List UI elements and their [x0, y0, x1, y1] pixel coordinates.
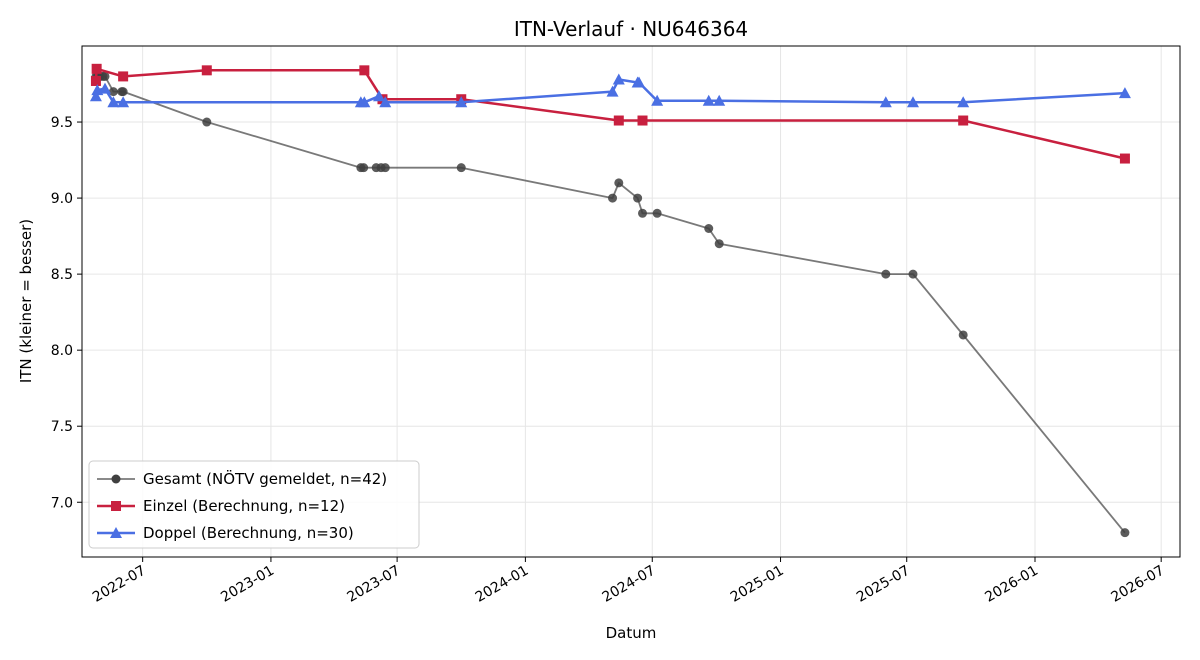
data-point: [613, 115, 624, 126]
data-point: [379, 96, 392, 108]
data-point: [652, 208, 662, 218]
data-point: [908, 269, 918, 279]
legend-box: [88, 460, 420, 549]
data-point: [456, 163, 466, 173]
data-point: [637, 115, 648, 126]
data-point: [714, 239, 724, 249]
data-point: [713, 94, 726, 106]
data-point: [201, 65, 212, 76]
data-point: [608, 193, 618, 203]
grid: [82, 46, 1180, 557]
data-point: [358, 96, 371, 108]
data-point: [612, 73, 625, 85]
data-point: [359, 65, 370, 76]
data-point: [117, 96, 130, 108]
data-point: [90, 75, 101, 86]
y-tick-label: 8.5: [51, 267, 73, 283]
y-axis: 7.0 7.5 8.0 8.5 9.0 9.5: [51, 115, 82, 511]
data-point: [118, 71, 129, 82]
data-point: [704, 224, 714, 233]
x-axis-title: Datum: [606, 624, 657, 642]
data-point: [118, 87, 128, 97]
legend-marker: [111, 474, 121, 484]
data-point: [107, 96, 120, 108]
y-tick-label: 8.0: [51, 343, 73, 359]
plot-frame: [81, 45, 1181, 558]
data-point: [879, 96, 892, 108]
legend-label: Doppel (Berechnung, n=30): [143, 524, 354, 542]
y-axis-title: ITN (kleiner = besser): [17, 219, 35, 383]
legend-marker: [110, 527, 122, 538]
y-tick-label: 9.5: [51, 115, 73, 131]
data-point: [881, 269, 891, 279]
data-point: [372, 90, 385, 102]
data-point: [957, 96, 970, 108]
data-point: [638, 208, 648, 218]
legend-label: Gesamt (NÖTV gemeldet, n=42): [143, 469, 387, 488]
data-point: [1120, 528, 1130, 538]
legend-label: Einzel (Berechnung, n=12): [143, 497, 345, 515]
data-point: [651, 94, 664, 106]
y-tick-label: 7.5: [51, 419, 73, 435]
data-point: [202, 117, 212, 127]
data-point: [633, 193, 643, 203]
legend-marker: [111, 501, 121, 511]
chart-title: ITN-Verlauf · NU646364: [514, 17, 748, 41]
data-point: [958, 330, 968, 340]
data-point: [614, 178, 624, 188]
y-tick-label: 7.0: [51, 495, 73, 511]
y-tick-label: 9.0: [51, 191, 73, 207]
data-point: [1119, 153, 1130, 164]
data-point: [633, 76, 646, 88]
series-triangle: [89, 73, 1131, 108]
data-point: [606, 85, 619, 97]
data-point: [89, 90, 102, 102]
data-point: [1118, 87, 1131, 99]
data-point: [100, 71, 110, 81]
data-point: [99, 82, 112, 94]
data-point: [91, 63, 102, 74]
plot-series: [89, 63, 1131, 538]
data-point: [455, 96, 468, 108]
data-point: [958, 115, 969, 126]
legend: Gesamt (NÖTV gemeldet, n=42) Einzel (Bere…: [88, 460, 420, 549]
data-point: [380, 163, 390, 173]
data-point: [702, 94, 715, 106]
data-point: [108, 87, 118, 97]
data-point: [359, 163, 369, 173]
data-point: [906, 96, 919, 108]
